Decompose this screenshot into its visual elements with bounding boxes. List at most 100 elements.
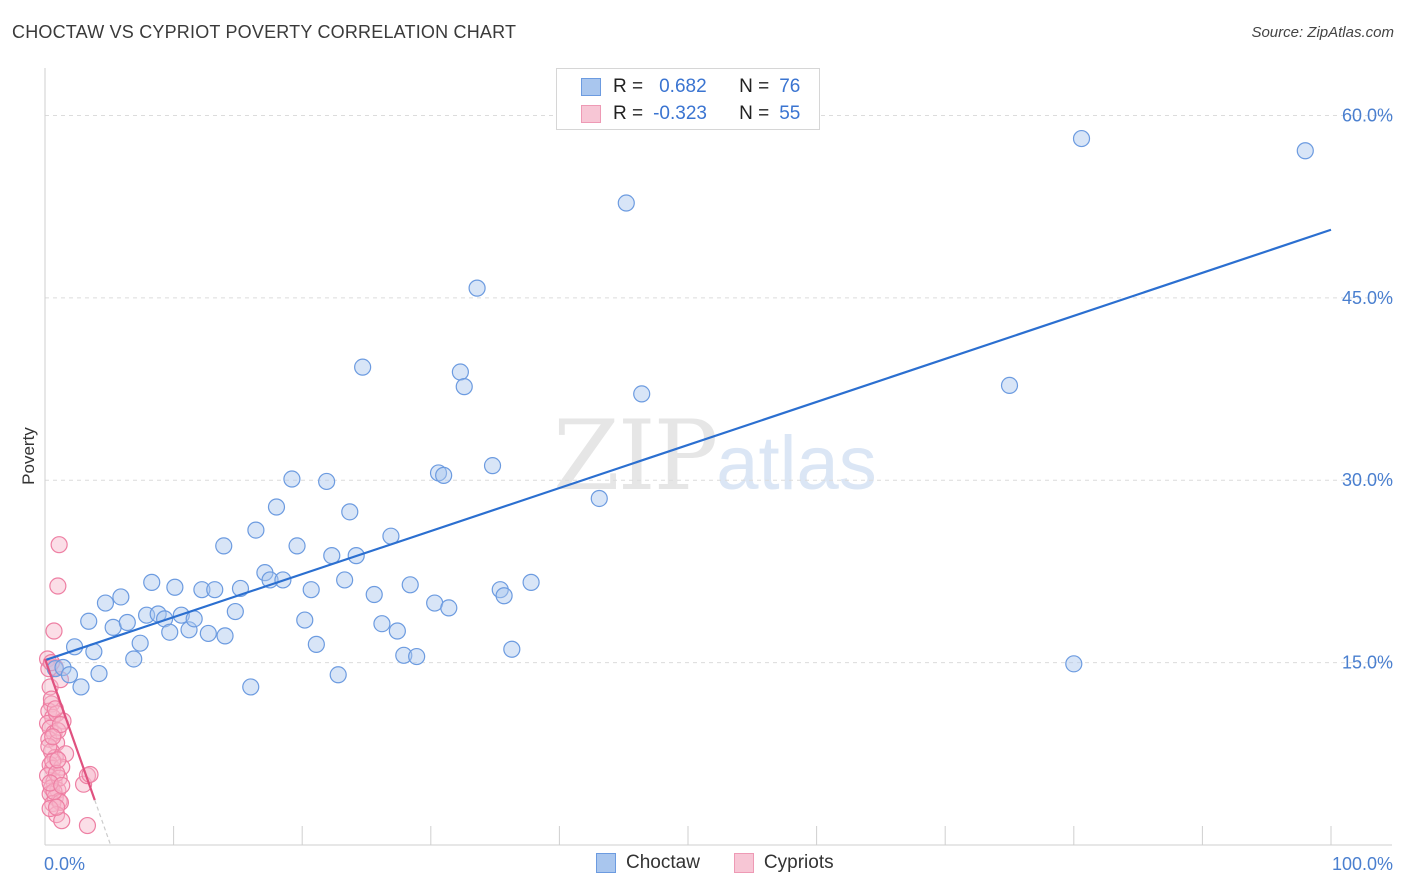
choctaw-point <box>503 640 521 658</box>
gridlines <box>45 114 1392 664</box>
choctaw-point <box>354 358 372 376</box>
y-tick-label: 45.0% <box>1342 288 1393 308</box>
choctaw-point <box>206 581 224 599</box>
cypriots-point <box>78 816 97 835</box>
choctaw-trend-line <box>44 228 1332 662</box>
y-tick-label: 60.0% <box>1342 105 1393 125</box>
cypriots-point <box>41 799 59 818</box>
cypriots-point <box>45 622 63 640</box>
choctaw-point <box>633 385 651 403</box>
cypriots-point <box>49 577 67 595</box>
cypriots-point <box>47 798 66 816</box>
series-legend: Choctaw Cypriots <box>596 852 868 874</box>
choctaw-point <box>242 678 260 696</box>
choctaw-point <box>307 635 325 653</box>
choctaw-point <box>365 585 383 604</box>
choctaw-point <box>1072 129 1091 148</box>
choctaw-point <box>373 615 391 633</box>
r-value: -0.323 <box>653 103 707 124</box>
choctaw-swatch <box>581 78 601 96</box>
choctaw-point <box>440 599 458 617</box>
n-label: N = <box>739 76 770 97</box>
choctaw-point <box>143 573 161 591</box>
n-label: N = <box>739 103 770 124</box>
choctaw-point <box>341 503 359 521</box>
choctaw-point <box>288 537 306 555</box>
choctaw-point <box>388 622 406 640</box>
choctaw-point <box>522 573 540 591</box>
choctaw-point <box>395 646 413 664</box>
choctaw-point <box>302 581 320 599</box>
choctaw-point <box>483 457 502 475</box>
choctaw-point <box>247 521 265 539</box>
choctaw-point <box>180 621 198 639</box>
cypriots-point <box>50 536 68 554</box>
r-label: R = <box>613 103 644 124</box>
choctaw-point <box>318 472 336 491</box>
choctaw-point <box>193 581 211 599</box>
choctaw-point <box>1065 655 1083 673</box>
x-tick-label: 0.0% <box>44 854 85 874</box>
cypriots-trend-line <box>43 658 96 801</box>
source-label: Source: ZipAtlas.com <box>1251 24 1394 41</box>
choctaw-point <box>336 571 354 589</box>
axes <box>44 68 1392 846</box>
choctaw-point <box>408 647 426 666</box>
choctaw-point <box>80 612 98 630</box>
choctaw-points <box>46 129 1314 696</box>
choctaw-point <box>401 576 419 594</box>
choctaw-point <box>283 470 301 488</box>
trend-lines <box>43 228 1332 846</box>
cypriots-swatch <box>733 853 754 873</box>
choctaw-point <box>617 194 635 212</box>
chart-title: CHOCTAW VS CYPRIOT POVERTY CORRELATION C… <box>12 22 517 42</box>
y-axis-label: Poverty <box>19 427 38 485</box>
cypriots-swatch <box>581 105 601 123</box>
choctaw-point <box>216 627 234 645</box>
choctaw-point <box>199 624 217 643</box>
cypriots-point <box>44 728 62 746</box>
y-tick-label: 30.0% <box>1342 470 1393 490</box>
choctaw-point <box>166 578 184 596</box>
choctaw-point <box>131 634 149 652</box>
legend-row-cypriots: R = -0.323 N = 55 <box>581 102 800 126</box>
cypriots-trend-extension <box>94 799 112 846</box>
choctaw-point <box>1296 142 1314 160</box>
choctaw-point <box>590 489 608 508</box>
y-tick-label: 15.0% <box>1342 653 1393 673</box>
choctaw-point <box>215 537 233 555</box>
choctaw-point <box>112 588 130 606</box>
n-value: 55 <box>779 103 801 124</box>
choctaw-point <box>90 664 108 683</box>
choctaw-point <box>96 594 115 612</box>
choctaw-point <box>455 378 473 396</box>
choctaw-point <box>118 613 136 632</box>
n-value: 76 <box>779 76 801 97</box>
choctaw-point <box>495 587 513 605</box>
choctaw-point <box>329 666 347 684</box>
choctaw-swatch <box>596 853 616 873</box>
choctaw-point <box>267 498 286 516</box>
cypriots-point <box>49 751 67 769</box>
legend-label-cypriots: Cypriots <box>763 852 834 873</box>
r-label: R = <box>613 76 644 97</box>
r-value: 0.682 <box>659 76 707 97</box>
choctaw-point <box>161 623 179 641</box>
choctaw-point <box>72 678 90 696</box>
cypriots-point <box>53 776 71 795</box>
choctaw-point <box>451 363 469 381</box>
legend-label-choctaw: Choctaw <box>626 852 700 873</box>
choctaw-point <box>226 602 244 621</box>
stats-legend: R = 0.682 N = 76 R = -0.323 N = 55 <box>556 68 820 130</box>
legend-item-cypriots: Cypriots <box>733 852 834 874</box>
choctaw-point <box>125 650 143 668</box>
choctaw-point <box>296 611 314 629</box>
choctaw-point <box>435 466 453 484</box>
axis-labels: 15.0% 30.0% 45.0% 60.0% 0.0% 100.0% Poverty <box>19 105 1393 874</box>
legend-row-choctaw: R = 0.682 N = 76 <box>581 75 800 99</box>
x-tick-label: 100.0% <box>1332 854 1393 874</box>
choctaw-point <box>1000 376 1019 394</box>
legend-item-choctaw: Choctaw <box>596 852 700 874</box>
choctaw-point <box>60 666 79 684</box>
